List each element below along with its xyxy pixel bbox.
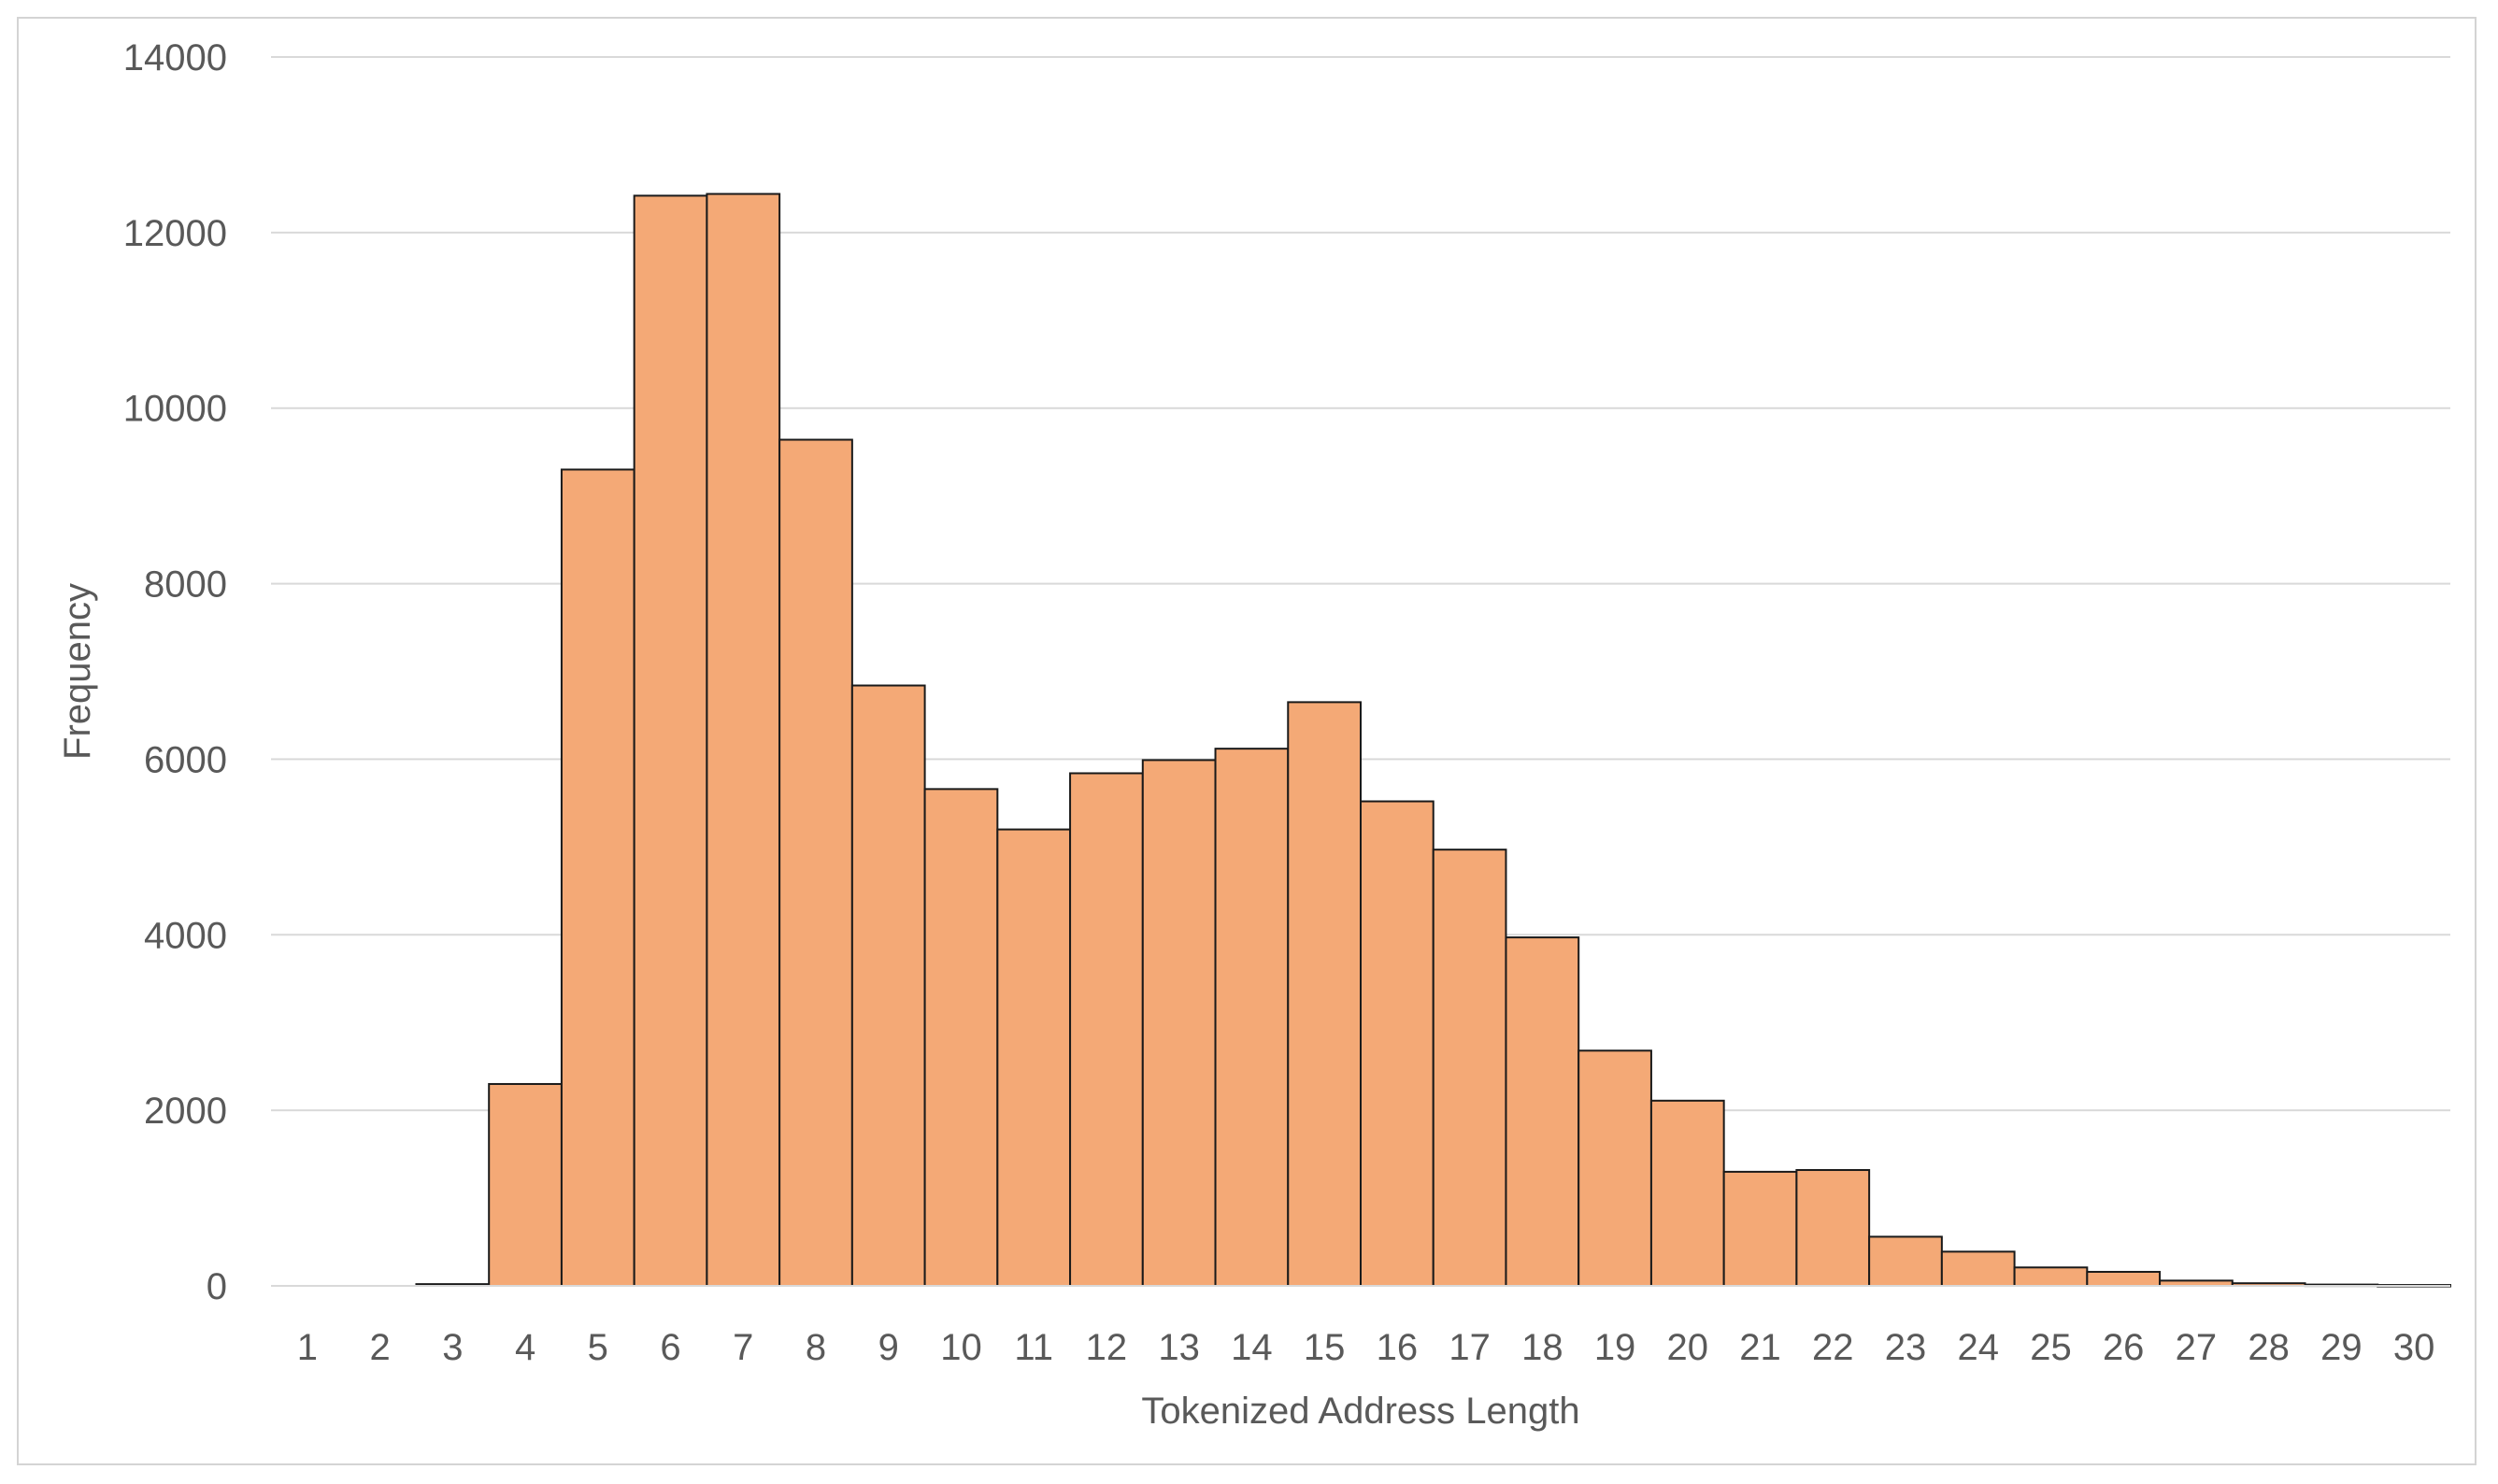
x-tick-label: 23 — [1885, 1327, 1927, 1368]
x-tick-label: 21 — [1739, 1327, 1781, 1368]
bar — [778, 438, 853, 1287]
x-tick-label: 25 — [2030, 1327, 2072, 1368]
y-tick-labels: 0 2000 4000 6000 8000 10000 12000 14000 — [123, 37, 227, 1307]
bar — [923, 788, 999, 1287]
bar — [1069, 772, 1144, 1287]
bar — [1505, 936, 1580, 1287]
bar — [633, 194, 708, 1288]
x-tick-label: 13 — [1158, 1327, 1200, 1368]
bar — [560, 468, 635, 1287]
x-tick-label: 22 — [1812, 1327, 1854, 1368]
y-tick-label: 8000 — [144, 564, 227, 606]
bar — [2086, 1270, 2162, 1288]
y-tick-label: 12000 — [123, 213, 227, 254]
bar — [1360, 800, 1435, 1287]
bar — [2013, 1266, 2089, 1288]
bar — [1722, 1170, 1798, 1287]
x-tick-label: 7 — [733, 1327, 753, 1368]
x-axis-title: Tokenized Address Length — [1141, 1391, 1579, 1432]
bar — [1214, 748, 1290, 1287]
bar — [1868, 1235, 1943, 1288]
bar — [850, 684, 926, 1287]
x-tick-label: 24 — [1957, 1327, 1999, 1368]
y-axis-title: Frequency — [57, 583, 98, 760]
bar — [1940, 1250, 2016, 1287]
x-tick-label: 4 — [515, 1327, 535, 1368]
bar — [1141, 759, 1217, 1287]
x-tick-label: 14 — [1231, 1327, 1273, 1368]
x-tick-label: 28 — [2248, 1327, 2290, 1368]
y-tick-label: 0 — [207, 1266, 227, 1307]
y-tick-label: 10000 — [123, 389, 227, 430]
x-tick-label: 30 — [2393, 1327, 2435, 1368]
bar — [996, 828, 1072, 1287]
bar — [1432, 849, 1507, 1287]
x-tick-label: 6 — [660, 1327, 680, 1368]
y-tick-label: 2000 — [144, 1091, 227, 1132]
x-tick-label: 27 — [2176, 1327, 2218, 1368]
x-tick-label: 16 — [1377, 1327, 1419, 1368]
bars — [415, 193, 2451, 1288]
bar — [706, 193, 781, 1287]
x-tick-labels: 1 2 3 4 5 6 7 8 9 10 11 12 13 14 15 16 17 18 19 20 21 22 23 24 2… — [297, 1327, 2435, 1368]
bar — [1649, 1099, 1725, 1287]
y-tick-label: 14000 — [123, 37, 227, 78]
x-tick-label: 18 — [1521, 1327, 1563, 1368]
y-tick-label: 4000 — [144, 915, 227, 956]
x-tick-label: 29 — [2320, 1327, 2362, 1368]
x-tick-label: 26 — [2103, 1327, 2145, 1368]
x-tick-label: 9 — [878, 1327, 899, 1368]
x-tick-label: 8 — [806, 1327, 826, 1368]
x-tick-label: 17 — [1449, 1327, 1491, 1368]
bar — [1287, 701, 1363, 1287]
x-tick-label: 19 — [1594, 1327, 1636, 1368]
bar — [1795, 1169, 1871, 1287]
x-tick-label: 3 — [442, 1327, 463, 1368]
x-tick-label: 5 — [588, 1327, 608, 1368]
x-tick-label: 20 — [1667, 1327, 1709, 1368]
bar — [488, 1082, 563, 1287]
x-tick-label: 11 — [1014, 1327, 1053, 1368]
x-tick-label: 1 — [297, 1327, 318, 1368]
y-tick-label: 6000 — [144, 739, 227, 780]
x-tick-label: 10 — [940, 1327, 982, 1368]
x-tick-label: 15 — [1304, 1327, 1346, 1368]
bar — [1577, 1049, 1652, 1288]
x-tick-label: 12 — [1086, 1327, 1128, 1368]
x-tick-label: 2 — [369, 1327, 390, 1368]
